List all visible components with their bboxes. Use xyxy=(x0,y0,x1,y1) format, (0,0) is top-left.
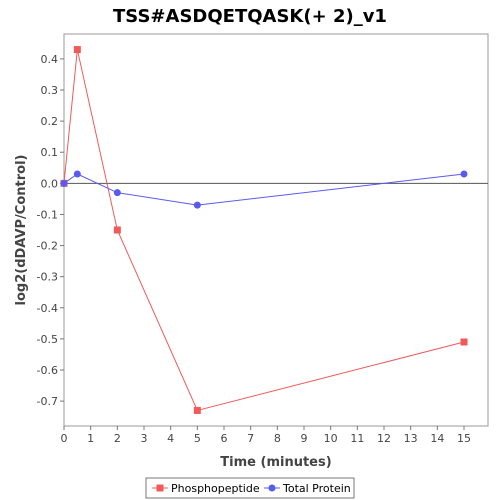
y-tick-label: 0.0 xyxy=(41,177,59,190)
data-point xyxy=(113,226,121,234)
data-point xyxy=(113,189,121,197)
y-tick-label: -0.2 xyxy=(37,240,58,253)
data-point xyxy=(60,179,68,187)
x-tick-label: 15 xyxy=(457,432,471,445)
x-tick-label: 11 xyxy=(350,432,364,445)
x-tick-label: 2 xyxy=(114,432,121,445)
y-axis: 0.4 0.3 0.2 0.1 0.0 -0.1 -0.2 -0.3 -0.4 -0.5 -0.6 -… xyxy=(37,53,64,408)
data-point xyxy=(73,170,81,178)
x-tick-label: 3 xyxy=(141,432,148,445)
legend-box xyxy=(145,477,355,499)
data-point xyxy=(73,46,81,54)
x-tick-label: 9 xyxy=(301,432,308,445)
legend-label: Total Protein xyxy=(282,482,351,495)
x-tick-label: 1 xyxy=(87,432,94,445)
x-tick-label: 6 xyxy=(221,432,228,445)
data-point xyxy=(193,406,201,414)
y-tick-label: -0.6 xyxy=(37,364,58,377)
legend-marker xyxy=(156,484,164,492)
y-tick-label: -0.3 xyxy=(37,271,58,284)
x-tick-label: 13 xyxy=(404,432,418,445)
y-tick-label: 0.1 xyxy=(41,146,59,159)
legend: Phosphopeptide Total Protein xyxy=(145,477,355,499)
data-point xyxy=(193,201,201,209)
x-tick-label: 12 xyxy=(377,432,391,445)
x-tick-label: 0 xyxy=(61,432,68,445)
legend-label: Phosphopeptide xyxy=(171,482,260,495)
series-layer xyxy=(60,46,468,414)
y-tick-label: -0.1 xyxy=(37,208,58,221)
x-tick-label: 14 xyxy=(430,432,444,445)
x-tick-label: 10 xyxy=(324,432,338,445)
y-tick-label: -0.4 xyxy=(37,302,58,315)
y-tick-label: 0.2 xyxy=(41,115,59,128)
legend-marker xyxy=(268,484,276,492)
chart-title: TSS#ASDQETQASK(+ 2)_v1 xyxy=(113,6,387,27)
y-tick-label: 0.3 xyxy=(41,84,59,97)
plot-area xyxy=(63,33,489,427)
x-tick-label: 5 xyxy=(194,432,201,445)
y-tick-label: -0.5 xyxy=(37,333,58,346)
x-tick-label: 4 xyxy=(167,432,174,445)
data-point xyxy=(460,170,468,178)
y-tick-label: -0.7 xyxy=(37,395,58,408)
x-axis-title: Time (minutes) xyxy=(220,455,331,470)
x-tick-label: 8 xyxy=(274,432,281,445)
y-tick-label: 0.4 xyxy=(41,53,59,66)
x-tick-label: 7 xyxy=(247,432,254,445)
y-axis-title: log2(dDAVP/Control) xyxy=(14,155,29,306)
x-axis: 0 1 2 3 4 5 6 7 8 9 10 11 12 13 14 15 xyxy=(61,426,471,445)
data-point xyxy=(460,338,468,346)
